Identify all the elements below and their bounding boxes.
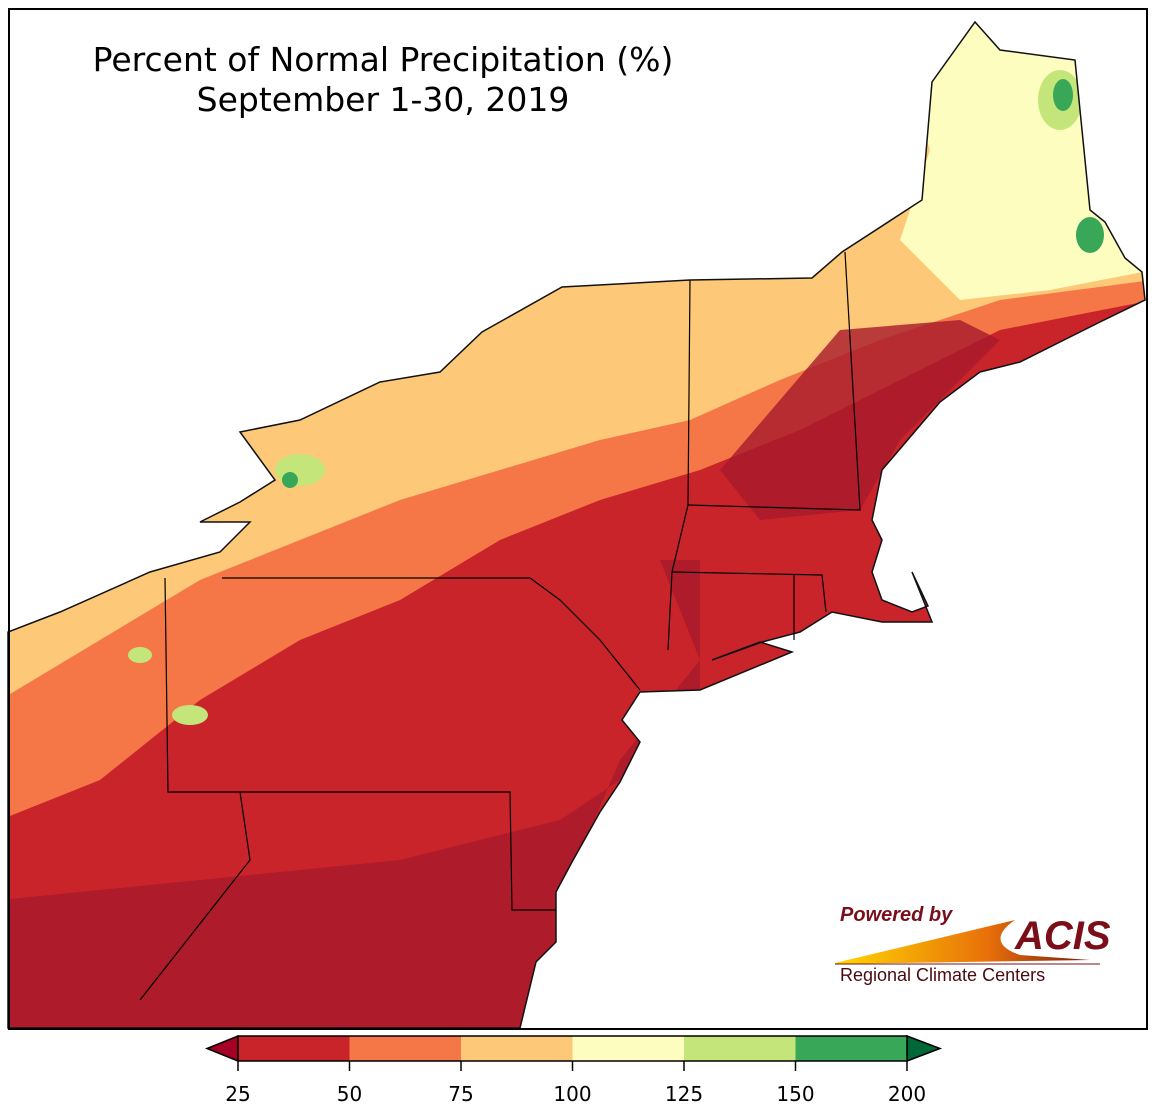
map-canvas: [7, 21, 1146, 1029]
bin-125-150: [172, 705, 208, 725]
state-borders: [139, 251, 861, 1001]
colorbar-tick-label: 200: [888, 1082, 926, 1106]
logo-powered-by: Powered by: [840, 904, 953, 926]
colorbar-tick-label: 100: [553, 1082, 591, 1106]
bin-25-50-dark: [8, 560, 700, 1028]
colorbar-bin: [684, 1036, 796, 1061]
map-frame: [8, 8, 1148, 1030]
colorbar-bin: [795, 1036, 907, 1061]
colorbar-tick-label: 25: [225, 1082, 250, 1106]
colorbar-tick-label: 75: [448, 1082, 473, 1106]
bin-125-150: [128, 647, 152, 663]
colorbar-bin: [349, 1036, 461, 1061]
colorbar-over-arrow: [906, 1034, 943, 1063]
map-subtitle: September 1-30, 2019: [196, 80, 570, 119]
colorbar-tick-label: 125: [665, 1082, 703, 1106]
logo-rcc: Regional Climate Centers: [840, 965, 1046, 985]
map-title: Percent of Normal Precipitation (%): [92, 40, 674, 79]
colorbar-tick-label: 50: [337, 1082, 362, 1106]
bin-150-200: [1076, 217, 1104, 253]
colorbar: 25 50 75 100 125 150 200: [204, 1034, 943, 1106]
bin-25-50-dark: [720, 320, 1000, 520]
bin-150-200: [282, 472, 298, 488]
colorbar-bin: [461, 1036, 573, 1061]
colorbar-under-arrow: [204, 1034, 239, 1063]
acis-logo: Powered by ACIS Regional Climate Centers: [830, 900, 1120, 995]
colorbar-bin: [572, 1036, 684, 1061]
colorbar-tick-label: 150: [776, 1082, 814, 1106]
acis-swoosh-icon: [835, 920, 1100, 965]
colorbar-bin: [238, 1036, 350, 1061]
logo-acis: ACIS: [1015, 914, 1111, 958]
bin-150-200: [1053, 79, 1073, 111]
